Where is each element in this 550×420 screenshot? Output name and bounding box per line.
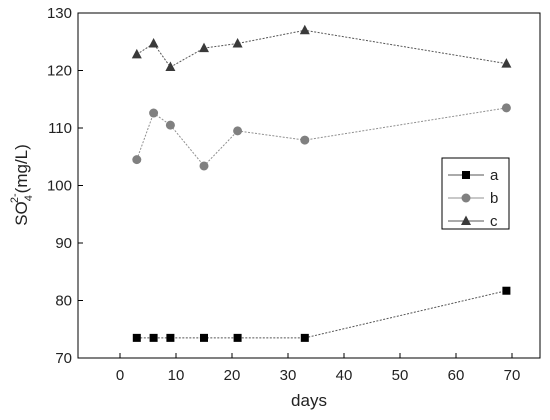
series-b: [132, 103, 511, 171]
legend-marker-a: [462, 171, 470, 179]
y-tick-label: 70: [55, 350, 72, 367]
series-a-point: [149, 333, 158, 342]
legend-label-a: a: [490, 167, 499, 184]
legend-marker-b: [461, 193, 471, 203]
series-layer: [131, 24, 512, 342]
x-tick-label: 30: [280, 367, 297, 384]
series-b-point: [300, 135, 310, 145]
series-a-point: [502, 286, 511, 295]
series-c-point: [232, 37, 243, 48]
series-c-line: [136, 29, 507, 68]
series-a-line: [136, 290, 507, 339]
y-axis-title-superscript: 2-: [9, 193, 21, 203]
series-b-point: [149, 108, 159, 118]
series-c-point: [148, 37, 159, 48]
series-c-point: [199, 42, 209, 53]
legend: abc: [441, 157, 510, 230]
legend-marker-c: [461, 215, 471, 225]
legend-label-b: b: [490, 190, 498, 207]
x-tick-label: 50: [392, 367, 409, 384]
series-b-point: [199, 161, 209, 171]
x-tick-label: 70: [504, 367, 521, 384]
series-b-line: [136, 107, 507, 167]
series-c-point: [501, 58, 512, 68]
x-axis: 0 10 20 30 40 50 60 70: [116, 353, 521, 384]
series-c-point: [131, 48, 142, 59]
x-tick-label: 10: [168, 367, 185, 384]
series-b-point: [165, 120, 175, 130]
series-b-point: [501, 103, 511, 113]
y-axis: 70 80 90 100 110 120 130: [47, 5, 83, 367]
y-tick-label: 80: [55, 293, 72, 310]
series-a-point: [166, 333, 175, 342]
x-tick-label: 60: [448, 367, 465, 384]
x-axis-title: days: [291, 391, 327, 410]
series-a-point: [300, 333, 309, 342]
y-tick-label: 90: [55, 235, 72, 252]
x-tick-label: 20: [224, 367, 241, 384]
y-axis-title-main: SO: [12, 201, 31, 226]
series-b-point: [233, 126, 243, 136]
y-tick-label: 120: [47, 63, 72, 80]
legend-label-c: c: [490, 213, 498, 230]
x-tick-label: 0: [116, 367, 124, 384]
series-c: [131, 24, 512, 72]
y-tick-label: 100: [47, 178, 72, 195]
y-axis-title: SO42-(mg/L): [9, 144, 35, 226]
x-tick-label: 40: [336, 367, 353, 384]
y-tick-label: 130: [47, 5, 72, 22]
y-tick-label: 110: [48, 120, 72, 137]
series-c-point: [165, 61, 176, 72]
series-a-point: [233, 333, 242, 342]
series-c-point: [299, 24, 310, 35]
series-b-point: [132, 155, 142, 165]
series-a-point: [132, 333, 141, 342]
series-a: [132, 286, 511, 342]
y-axis-title-subscript: 4: [23, 195, 35, 201]
legend-box: [441, 157, 510, 230]
y-axis-title-unit: (mg/L): [12, 144, 31, 193]
series-a-point: [200, 333, 208, 342]
